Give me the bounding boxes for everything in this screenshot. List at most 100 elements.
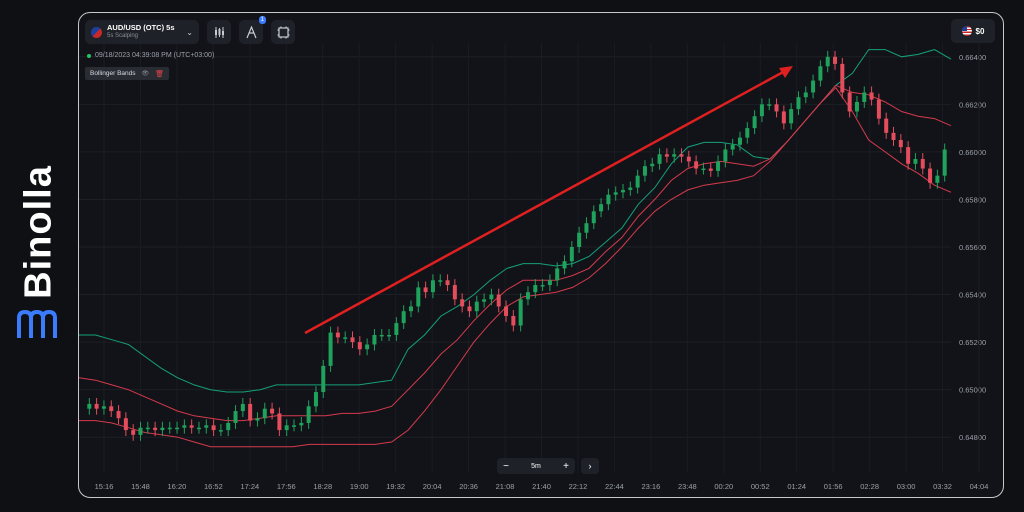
candle-body <box>438 280 443 282</box>
candle-body <box>175 427 180 430</box>
x-tick-label: 18:28 <box>313 482 332 491</box>
candle-body <box>547 280 552 286</box>
datetime-text: 09/18/2023 04:39:08 PM (UTC+03:00) <box>95 52 215 59</box>
candle-body <box>284 425 289 431</box>
asset-mode: 5s Scalping <box>107 33 139 39</box>
indicator-chip[interactable]: Bollinger Bands 👁 🗑 <box>85 67 170 80</box>
x-tick-label: 01:56 <box>824 482 843 491</box>
x-tick-label: 20:36 <box>459 482 478 491</box>
candle-body <box>262 408 267 419</box>
brand-sidebar: Binolla <box>0 0 78 512</box>
y-tick-label: 0.65400 <box>959 291 986 300</box>
candle-body <box>233 411 238 423</box>
candle-body <box>701 168 706 171</box>
chart-settings-icon <box>277 26 289 38</box>
brand-logo-icon <box>17 310 57 338</box>
x-tick-label: 01:24 <box>787 482 806 491</box>
y-tick-label: 0.65000 <box>959 386 986 395</box>
candle-body <box>489 294 494 300</box>
candle-body <box>145 427 150 430</box>
candle-body <box>467 306 472 312</box>
trash-icon[interactable]: 🗑 <box>155 70 165 78</box>
candle-body <box>423 287 428 293</box>
candle-body <box>504 306 509 316</box>
candle-body <box>833 56 838 64</box>
x-tick-label: 22:12 <box>569 482 588 491</box>
candle-body <box>606 194 611 205</box>
x-tick-label: 22:44 <box>605 482 624 491</box>
candle-body <box>876 99 881 119</box>
candle-body <box>445 280 450 286</box>
candle-body <box>116 411 121 419</box>
chevron-right-icon[interactable]: › <box>581 458 599 474</box>
x-tick-label: 00:52 <box>751 482 770 491</box>
x-tick-label: 17:24 <box>240 482 259 491</box>
candle-body <box>664 154 669 157</box>
zoom-in-button[interactable]: + <box>563 460 569 472</box>
candle-body <box>803 92 808 98</box>
candle-body <box>496 294 501 307</box>
candle-body <box>847 92 852 112</box>
candle-body <box>511 315 516 326</box>
candle-body <box>313 392 318 407</box>
candle-body <box>642 166 647 176</box>
drawing-tools-button[interactable]: 1 <box>239 16 266 44</box>
candle-body <box>737 137 742 145</box>
x-tick-label: 15:16 <box>95 482 114 491</box>
candle-body <box>533 285 538 293</box>
balance-button[interactable]: $0 <box>951 19 995 43</box>
candle-body <box>401 311 406 324</box>
candle-body <box>343 337 348 339</box>
timeframe-value[interactable]: 5m <box>531 462 541 470</box>
trading-window: 0.66400 0.66200 0.66000 0.65800 0.65600 0.654… <box>78 12 1004 498</box>
top-toolbar: AUD/USD (OTC) 5s 5s Scalping ⌄ 1 <box>85 16 295 45</box>
candle-body <box>767 104 772 106</box>
us-flag-icon <box>961 26 972 36</box>
candle-body <box>292 425 297 427</box>
candle-body <box>869 92 874 100</box>
candle-body <box>906 147 911 164</box>
candle-body <box>299 422 304 426</box>
balance-amount: $0 <box>975 26 985 36</box>
candle-body <box>430 280 435 293</box>
candle-body <box>789 109 794 124</box>
chart-settings-button[interactable] <box>271 20 295 44</box>
asset-selector[interactable]: AUD/USD (OTC) 5s 5s Scalping ⌄ <box>85 20 199 44</box>
zoom-out-button[interactable]: − <box>503 460 509 472</box>
candle-body <box>218 430 223 432</box>
candle-body <box>555 268 560 281</box>
indicator-label: Bollinger Bands <box>90 70 136 77</box>
zoom-group: − 5m + <box>497 458 575 474</box>
candle-body <box>482 299 487 302</box>
x-tick-label: 19:00 <box>350 482 369 491</box>
candle-body <box>752 116 757 129</box>
candle-body <box>708 168 713 171</box>
candle-body <box>811 80 816 93</box>
candle-body <box>87 403 92 409</box>
candle-body <box>167 427 172 430</box>
candle-body <box>716 161 721 171</box>
candle-body <box>270 408 275 414</box>
y-tick-label: 0.65600 <box>959 243 986 252</box>
y-tick-label: 0.65200 <box>959 338 986 347</box>
brand-logo-text: Binolla <box>17 165 60 299</box>
candle-body <box>781 111 786 124</box>
candles-button[interactable] <box>207 20 231 44</box>
trend-arrow-line <box>304 69 786 335</box>
candle-body <box>474 301 479 312</box>
candle-body <box>518 299 523 326</box>
candle-body <box>540 285 545 287</box>
candle-body <box>628 187 633 190</box>
candle-body <box>365 344 370 350</box>
candle-body <box>891 132 896 140</box>
price-chart[interactable]: 0.66400 0.66200 0.66000 0.65800 0.65600 0.654… <box>79 13 1004 498</box>
timeframe-control: − 5m + › <box>497 458 599 474</box>
candle-body <box>379 334 384 337</box>
candle-body <box>211 425 216 431</box>
candle-body <box>350 337 355 343</box>
eye-icon[interactable]: 👁 <box>141 71 150 77</box>
candle-body <box>672 154 677 157</box>
candle-body <box>416 287 421 307</box>
candle-body <box>94 403 99 409</box>
candle-body <box>525 292 530 300</box>
